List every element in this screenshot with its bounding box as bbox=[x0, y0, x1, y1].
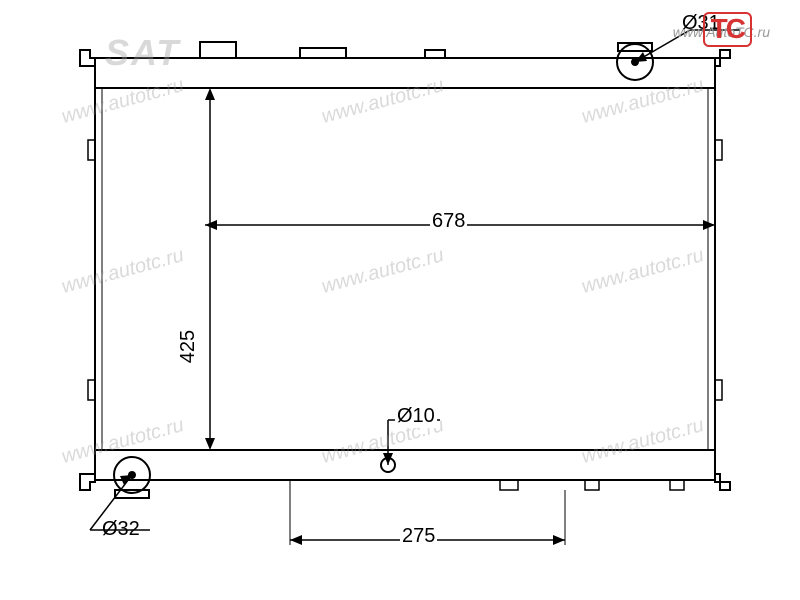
dim-width bbox=[205, 88, 715, 230]
dim-d32-label: Ø32 bbox=[100, 518, 142, 541]
logo-icon: TC bbox=[703, 12, 752, 47]
bottom-tank bbox=[80, 450, 730, 498]
radiator-diagram bbox=[0, 0, 800, 600]
dim-offset-label: 275 bbox=[400, 525, 437, 548]
dim-height bbox=[205, 88, 215, 450]
brand-watermark: SAT bbox=[105, 32, 180, 74]
radiator-core bbox=[88, 88, 722, 450]
dim-width-label: 678 bbox=[430, 210, 467, 233]
dim-d10-label: Ø10 bbox=[395, 405, 437, 428]
dim-height-label: 425 bbox=[177, 328, 200, 365]
